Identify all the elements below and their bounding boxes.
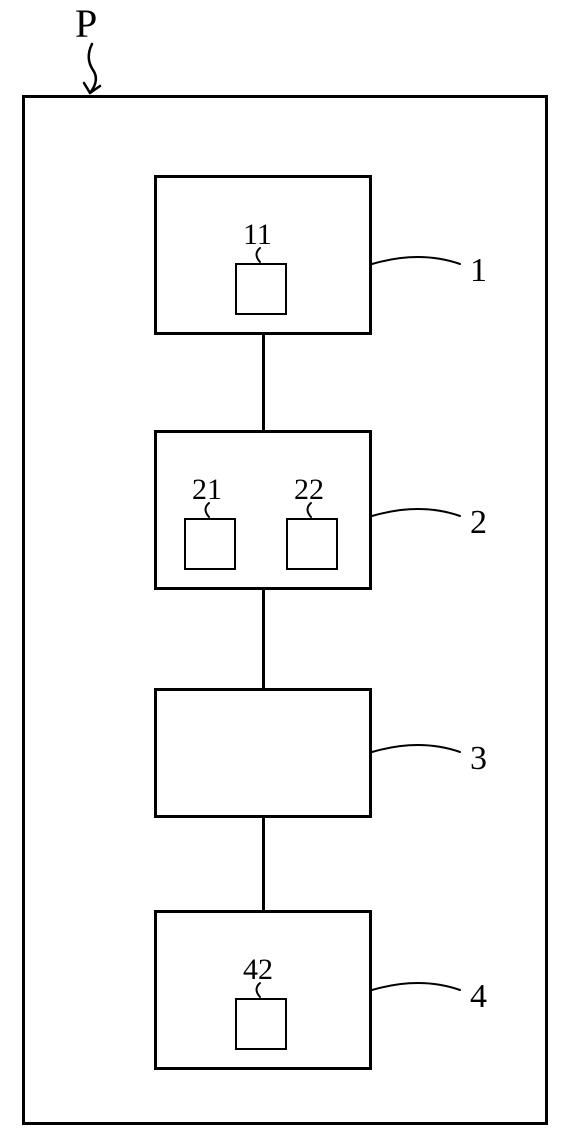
diagram-canvas: 123411212242P — [0, 0, 570, 1136]
p-arrow-head — [0, 0, 570, 1136]
